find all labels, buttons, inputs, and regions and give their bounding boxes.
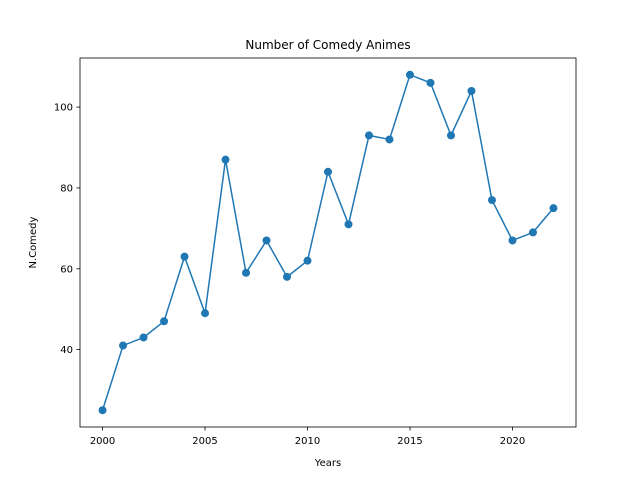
y-axis-label: N.Comedy	[28, 216, 39, 268]
x-tick-label: 2005	[192, 436, 217, 447]
ticks-layer: 2000 2005 2010 2015 2020 40 60 80 100	[54, 103, 525, 447]
y-tick-label: 40	[60, 345, 73, 356]
data-point	[487, 196, 496, 205]
plot-frame	[79, 57, 577, 428]
data-point	[528, 228, 537, 237]
y-tick-label: 80	[60, 183, 73, 194]
data-point	[119, 341, 128, 350]
data-point	[446, 131, 455, 140]
data-point	[180, 252, 189, 261]
data-point	[467, 86, 476, 95]
data-point	[344, 220, 353, 229]
data-point	[426, 78, 435, 87]
data-point	[139, 333, 148, 342]
y-tick-label: 60	[60, 264, 73, 275]
data-point	[98, 406, 107, 415]
data-point	[221, 155, 230, 164]
data-point	[549, 204, 558, 213]
x-tick-label: 2020	[500, 436, 525, 447]
chart-title: Number of Comedy Animes	[245, 38, 410, 52]
data-point	[324, 167, 332, 176]
series-layer	[98, 70, 558, 415]
data-point	[283, 272, 292, 281]
x-tick-label: 2015	[397, 436, 422, 447]
data-point	[242, 268, 251, 277]
x-tick-label: 2010	[295, 436, 320, 447]
data-point	[262, 236, 271, 245]
data-point	[201, 309, 210, 318]
y-tick-label: 100	[54, 103, 73, 114]
series-line	[101, 74, 555, 411]
data-point	[405, 70, 414, 79]
data-point	[160, 317, 169, 326]
x-tick-label: 2000	[90, 436, 115, 447]
data-point	[303, 256, 312, 265]
data-point	[385, 135, 394, 144]
data-point	[508, 236, 517, 245]
x-axis-label: Years	[314, 458, 341, 469]
data-point	[364, 131, 373, 140]
